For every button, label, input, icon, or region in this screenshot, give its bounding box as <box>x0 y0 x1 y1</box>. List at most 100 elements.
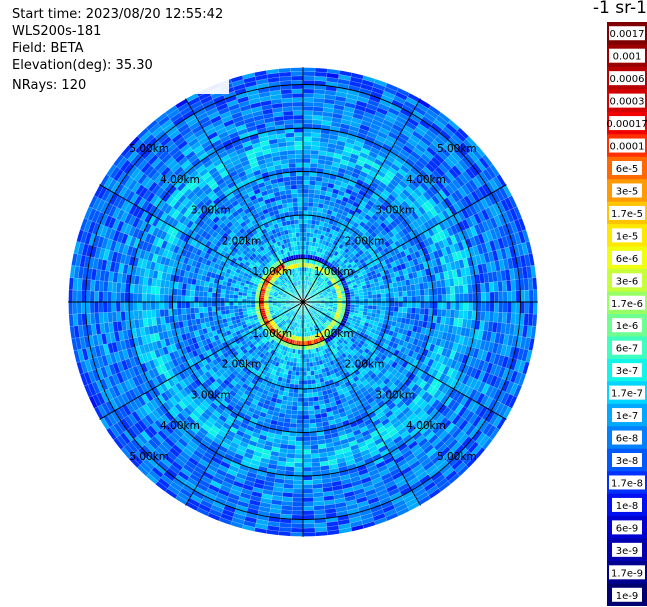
heatmap-cell-1555 <box>385 297 391 303</box>
heatmap-cell-4739 <box>198 301 204 308</box>
heatmap-cell-623 <box>399 148 411 158</box>
heatmap-cell-1667 <box>410 307 417 315</box>
heatmap-cell-113 <box>306 262 310 268</box>
heatmap-cell-1583 <box>506 290 513 303</box>
heatmap-cell-3087 <box>305 362 311 368</box>
heatmap-cell-4734 <box>220 301 226 307</box>
heatmap-cell-447 <box>345 202 353 210</box>
heatmap-cell-4847 <box>189 289 196 297</box>
heatmap-cell-3249 <box>294 375 300 381</box>
heatmap-cell-93 <box>312 119 323 125</box>
heatmap-cell-782 <box>422 165 433 177</box>
heatmap-cell-4801 <box>159 294 165 303</box>
heatmap-cell-3257 <box>290 409 298 416</box>
heatmap-cell-57 <box>303 275 306 281</box>
heatmap-cell-1626 <box>463 301 469 311</box>
heatmap-cell-3166 <box>302 475 313 481</box>
heatmap-cell-3101 <box>309 422 317 429</box>
heatmap-cell-3106 <box>310 444 319 450</box>
heatmap-cell-3222 <box>292 488 304 494</box>
heatmap-cell-1551 <box>367 298 373 303</box>
heatmap-cell-18 <box>302 214 308 220</box>
heatmap-cell-4752 <box>141 301 147 311</box>
heatmap-cell-1569 <box>446 294 452 303</box>
heatmap-cell-3204 <box>296 410 304 416</box>
heatmap-cell-4697 <box>150 309 157 319</box>
heatmap-cell-4749 <box>154 301 160 310</box>
heatmap-cell-42 <box>302 110 314 116</box>
heatmap-cell-1625 <box>459 301 465 311</box>
heatmap-cell-4679 <box>228 305 234 310</box>
heatmap-cell-1635 <box>502 301 508 313</box>
heatmap-cell-362 <box>363 111 375 120</box>
heatmap-cell-4740 <box>194 301 199 308</box>
heatmap-cell-1613 <box>407 301 412 308</box>
heatmap-cell-1511 <box>423 288 430 296</box>
heatmap-cell-1557 <box>394 296 399 303</box>
heatmap-cell-277 <box>317 242 323 249</box>
heatmap-cell-332 <box>322 235 329 242</box>
heatmap-cell-1507 <box>406 290 412 297</box>
heatmap-cell-4625 <box>233 308 239 314</box>
heatmap-cell-4764 <box>89 301 95 314</box>
heatmap-cell-653 <box>348 234 356 242</box>
heatmap-cell-156 <box>325 76 339 84</box>
heatmap-cell-427 <box>309 281 314 287</box>
heatmap-cell-143 <box>320 133 330 139</box>
heatmap-cell-3194 <box>299 366 304 372</box>
heatmap-cell-74 <box>307 201 314 208</box>
heatmap-cell-4805 <box>141 293 147 303</box>
heatmap-cell-4786 <box>224 297 230 303</box>
heatmap-cell-1550 <box>363 298 369 303</box>
heatmap-cell-3227 <box>291 510 304 516</box>
heatmap-cell-3094 <box>307 392 314 398</box>
heatmap-cell-1518 <box>454 285 460 295</box>
heatmap-cell-4736 <box>211 301 217 307</box>
heatmap-cell-4761 <box>102 301 108 313</box>
heatmap-cell-4675 <box>246 304 252 309</box>
heatmap-cell-4848 <box>185 289 191 297</box>
heatmap-cell-1577 <box>480 292 486 303</box>
heatmap-cell-333 <box>324 231 330 238</box>
heatmap-cell-668 <box>387 182 397 191</box>
heatmap-cell-4743 <box>180 301 186 309</box>
heatmap-cell-4685 <box>202 306 209 313</box>
heatmap-cell-3210 <box>295 436 304 442</box>
heatmap-cell-1494 <box>350 296 356 300</box>
heatmap-cell-47 <box>302 88 315 94</box>
heatmap-cell-1668 <box>415 307 421 315</box>
heatmap-cell-345 <box>340 181 349 189</box>
heatmap-cell-725 <box>404 173 414 183</box>
heatmap-cell-3253 <box>292 392 299 398</box>
heatmap-cell-594 <box>331 254 337 261</box>
heatmap-cell-4844 <box>202 291 209 298</box>
heatmap-cell-1558 <box>398 296 404 303</box>
heatmap-cell-4785 <box>228 297 234 303</box>
heatmap-cell-1614 <box>411 301 417 309</box>
heatmap-cell-85 <box>310 154 319 160</box>
heatmap-cell-4696 <box>155 309 161 318</box>
heatmap-cell-3203 <box>297 406 304 411</box>
heatmap-cell-759 <box>355 240 362 247</box>
heatmap-cell-4795 <box>185 295 191 303</box>
heatmap-cell-3146 <box>302 388 308 394</box>
heatmap-cell-3108 <box>310 453 320 459</box>
heatmap-cell-342 <box>336 194 344 201</box>
heatmap-cell-3107 <box>310 448 320 455</box>
heatmap-cell-1446 <box>371 290 377 295</box>
heatmap-cell-4809 <box>124 292 130 303</box>
heatmap-cell-1622 <box>446 301 452 310</box>
heatmap-cell-1447 <box>375 289 382 295</box>
heatmap-cell-4694 <box>163 308 170 317</box>
heatmap-cell-1552 <box>372 297 378 303</box>
heatmap-cell-33 <box>302 149 312 155</box>
heatmap-cell-3207 <box>296 423 304 429</box>
heatmap-cell-1659 <box>376 305 382 311</box>
heatmap-cell-1567 <box>437 294 443 303</box>
heatmap-cell-1575 <box>472 292 478 303</box>
heatmap-cell-1638 <box>515 301 521 314</box>
heatmap-cell-1636 <box>506 301 513 314</box>
heatmap-cell-4760 <box>107 301 113 313</box>
heatmap-cell-191 <box>325 155 334 162</box>
heatmap-cell-244 <box>332 157 342 164</box>
